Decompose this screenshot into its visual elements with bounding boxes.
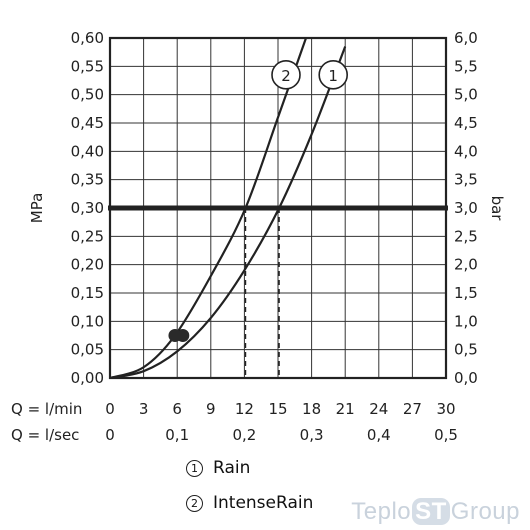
series-line-intenserain bbox=[110, 38, 308, 378]
x-tick-label-lmin: 6 bbox=[172, 400, 182, 418]
y2-tick-label: 0,0 bbox=[454, 369, 478, 387]
y2-tick-label: 5,5 bbox=[454, 57, 478, 75]
x-tick-label-lmin: 12 bbox=[235, 400, 254, 418]
series-marker-label: 2 bbox=[281, 67, 291, 85]
y2-tick-label: 6,0 bbox=[454, 29, 478, 47]
x-tick-label-lmin: 15 bbox=[268, 400, 287, 418]
y-tick-label: 0,05 bbox=[71, 341, 104, 359]
y2-tick-label: 2,5 bbox=[454, 227, 478, 245]
y2-tick-label: 4,0 bbox=[454, 142, 478, 160]
y-tick-label: 0,10 bbox=[71, 312, 104, 330]
y2-tick-label: 4,5 bbox=[454, 114, 478, 132]
y-tick-label: 0,35 bbox=[71, 171, 104, 189]
series-line-rain bbox=[110, 46, 347, 378]
x-axis-ticks: 0 3 6 9 12 15 18 21 24 27 30 0 0,1 0,2 0,3 0,4 0,5 bbox=[105, 400, 458, 444]
x-tick-label-lmin: 30 bbox=[436, 400, 455, 418]
x-axis-label-lmin: Q = l/min bbox=[11, 400, 82, 418]
y2-tick-label: 1,5 bbox=[454, 284, 478, 302]
y2-axis-title-bar: bar bbox=[488, 196, 506, 222]
y-tick-label: 0,45 bbox=[71, 114, 104, 132]
y-tick-label: 0,40 bbox=[71, 142, 104, 160]
y2-tick-label: 2,0 bbox=[454, 256, 478, 274]
plot-border bbox=[108, 36, 448, 380]
x-tick-label-lsec: 0,1 bbox=[165, 426, 189, 444]
x-tick-label-lsec: 0 bbox=[105, 426, 115, 444]
series-marker-circle bbox=[318, 60, 349, 90]
x-tick-label-lsec: 0,3 bbox=[300, 426, 324, 444]
y2-tick-label: 0,5 bbox=[454, 341, 478, 359]
y-axis-title-mpa: MPa bbox=[28, 193, 46, 224]
watermark-prefix: Teplo bbox=[351, 498, 412, 525]
y-tick-label: 0,60 bbox=[71, 29, 104, 47]
y-axis-ticks-mpa: 0,00 0,05 0,10 0,15 0,20 0,25 0,30 0,35 0,40 0,45… bbox=[71, 29, 104, 387]
series-curves: 12 bbox=[110, 38, 349, 378]
x-tick-label-lsec: 0,4 bbox=[367, 426, 391, 444]
x-tick-label-lmin: 24 bbox=[369, 400, 388, 418]
series-marker-label: 1 bbox=[328, 67, 338, 85]
pressure-flow-chart: 12 0,000,050,100,150,200,250,300,350,400… bbox=[11, 29, 506, 444]
x-tick-label-lsec: 0,2 bbox=[232, 426, 256, 444]
y-tick-label: 0,55 bbox=[71, 57, 104, 75]
x-tick-label-lmin: 3 bbox=[139, 400, 149, 418]
legend-label-intenserain: IntenseRain bbox=[213, 493, 314, 513]
legend-marker-2: 2 bbox=[186, 494, 203, 512]
x-tick-label-lmin: 18 bbox=[302, 400, 321, 418]
y-tick-label: 0,15 bbox=[71, 284, 104, 302]
y-tick-label: 0,25 bbox=[71, 227, 104, 245]
x-tick-label-lmin: 0 bbox=[105, 400, 115, 418]
watermark-logo: Teplo ST Group bbox=[351, 498, 520, 526]
x-tick-label-lmin: 21 bbox=[336, 400, 355, 418]
series-marker-circle bbox=[271, 60, 301, 90]
legend-marker-1: 1 bbox=[186, 459, 203, 477]
y-tick-label: 0,30 bbox=[71, 199, 104, 217]
y2-tick-label: 3,5 bbox=[454, 171, 478, 189]
x-tick-label-lmin: 9 bbox=[206, 400, 216, 418]
legend-label-rain: Rain bbox=[213, 458, 251, 478]
y2-tick-label: 1,0 bbox=[454, 312, 478, 330]
x-axis-label-lsec: Q = l/sec bbox=[11, 426, 79, 444]
legend-item-rain: 1 Rain bbox=[186, 458, 250, 478]
y-axis-ticks-bar: 0,0 0,5 1,0 1,5 2,0 2,5 3,0 3,5 4,0 4,5 5,0 5,5 6,0 bbox=[454, 29, 478, 387]
x-tick-label-lsec: 0,5 bbox=[434, 426, 458, 444]
watermark-mid: ST bbox=[412, 498, 450, 525]
y2-tick-label: 5,0 bbox=[454, 86, 478, 104]
plot-frame bbox=[108, 36, 448, 380]
watermark-suffix: Group bbox=[450, 498, 520, 525]
series-point-min-intenserain bbox=[168, 329, 182, 342]
legend-item-intenserain: 2 IntenseRain bbox=[186, 493, 313, 513]
y2-tick-label: 3,0 bbox=[454, 199, 478, 217]
y-tick-label: 0,00 bbox=[71, 369, 104, 387]
x-tick-label-lmin: 27 bbox=[403, 400, 422, 418]
y-tick-label: 0,50 bbox=[71, 86, 104, 104]
y-tick-label: 0,20 bbox=[71, 256, 104, 274]
